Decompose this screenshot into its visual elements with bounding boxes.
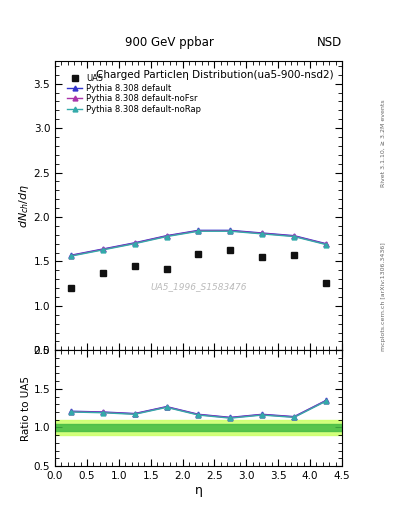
UA5 <box>196 251 201 258</box>
X-axis label: η: η <box>195 483 202 497</box>
Pythia 8.308 default-noRap <box>164 233 169 240</box>
Pythia 8.308 default-noFsr <box>323 241 328 247</box>
Pythia 8.308 default-noRap <box>292 233 296 240</box>
Pythia 8.308 default-noFsr <box>164 233 169 239</box>
Pythia 8.308 default <box>228 227 233 233</box>
Pythia 8.308 default-noRap <box>196 228 201 234</box>
Pythia 8.308 default-noFsr <box>132 240 137 246</box>
Legend: UA5, Pythia 8.308 default, Pythia 8.308 default-noFsr, Pythia 8.308 default-noRa: UA5, Pythia 8.308 default, Pythia 8.308 … <box>64 71 204 117</box>
UA5 <box>260 254 264 260</box>
Line: Pythia 8.308 default-noFsr: Pythia 8.308 default-noFsr <box>68 228 329 258</box>
Text: Charged Particleη Distribution(ua5-900-nsd2): Charged Particleη Distribution(ua5-900-n… <box>95 70 333 80</box>
UA5 <box>101 270 105 276</box>
Pythia 8.308 default <box>196 227 201 233</box>
Text: NSD: NSD <box>317 36 342 49</box>
Pythia 8.308 default-noFsr <box>292 233 296 239</box>
Pythia 8.308 default <box>69 252 73 259</box>
Text: mcplots.cern.ch [arXiv:1306.3436]: mcplots.cern.ch [arXiv:1306.3436] <box>381 243 386 351</box>
Pythia 8.308 default <box>101 246 105 252</box>
Text: 900 GeV ppbar: 900 GeV ppbar <box>125 36 214 49</box>
Bar <box>55 420 342 435</box>
Pythia 8.308 default-noRap <box>228 228 233 234</box>
UA5 <box>69 285 73 291</box>
UA5 <box>292 252 296 259</box>
Pythia 8.308 default-noFsr <box>196 228 201 234</box>
Text: Rivet 3.1.10, ≥ 3.2M events: Rivet 3.1.10, ≥ 3.2M events <box>381 99 386 187</box>
Line: Pythia 8.308 default-noRap: Pythia 8.308 default-noRap <box>68 229 329 259</box>
UA5 <box>228 247 233 253</box>
UA5 <box>132 263 137 269</box>
UA5 <box>164 266 169 272</box>
Pythia 8.308 default-noFsr <box>101 246 105 252</box>
Pythia 8.308 default <box>260 230 264 236</box>
Pythia 8.308 default <box>292 232 296 239</box>
Pythia 8.308 default <box>164 232 169 239</box>
Pythia 8.308 default-noRap <box>260 231 264 237</box>
Pythia 8.308 default-noRap <box>132 241 137 247</box>
Line: UA5: UA5 <box>68 247 329 291</box>
UA5 <box>323 280 328 286</box>
Pythia 8.308 default-noFsr <box>69 252 73 259</box>
Y-axis label: Ratio to UA5: Ratio to UA5 <box>21 376 31 441</box>
Pythia 8.308 default-noFsr <box>228 228 233 234</box>
Pythia 8.308 default <box>323 241 328 247</box>
Text: UA5_1996_S1583476: UA5_1996_S1583476 <box>150 282 247 291</box>
Line: Pythia 8.308 default: Pythia 8.308 default <box>68 228 329 258</box>
Pythia 8.308 default-noRap <box>101 247 105 253</box>
Bar <box>55 423 342 431</box>
Y-axis label: $dN_{ch}/d\eta$: $dN_{ch}/d\eta$ <box>17 184 31 228</box>
Pythia 8.308 default <box>132 240 137 246</box>
Pythia 8.308 default-noRap <box>69 253 73 259</box>
Pythia 8.308 default-noRap <box>323 242 328 248</box>
Pythia 8.308 default-noFsr <box>260 230 264 237</box>
